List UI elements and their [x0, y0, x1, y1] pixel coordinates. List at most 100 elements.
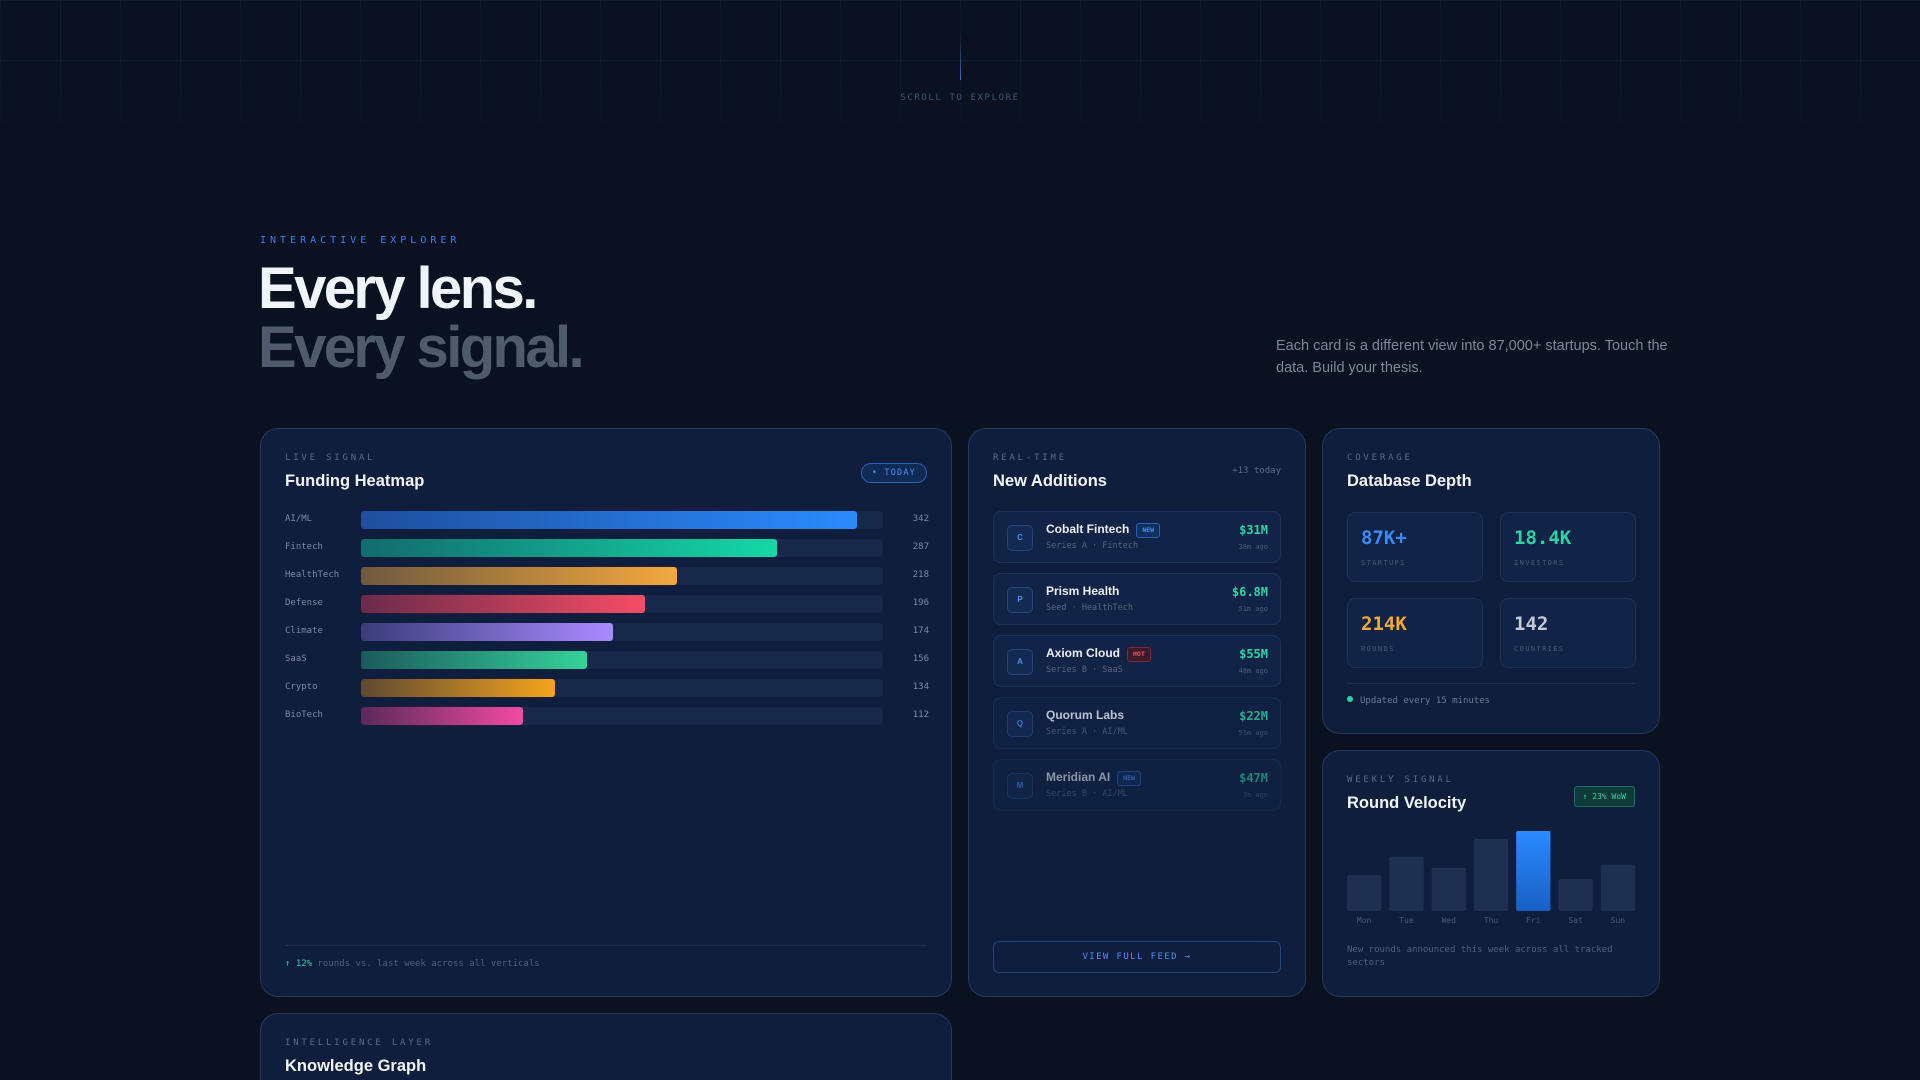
company-name: Quorum Labs	[1046, 708, 1124, 722]
feed-item[interactable]: Q Quorum Labs Series A · AI/ML $22M 51m ago	[993, 697, 1281, 749]
heatmap-row[interactable]: Fintech 287	[285, 539, 929, 557]
heatmap-track	[361, 651, 883, 669]
heatmap-bar	[361, 567, 678, 585]
heatmap-bar	[361, 595, 646, 613]
stat-label: INVESTORS	[1514, 559, 1565, 567]
sector-count: 112	[912, 710, 929, 720]
sector-count: 174	[912, 626, 929, 636]
stat-value: 214K	[1361, 613, 1407, 635]
company-name: Axiom Cloud HOT	[1046, 646, 1151, 662]
sector-count: 196	[912, 598, 929, 608]
status-badge: HOT	[1127, 647, 1151, 662]
company-name-text: Meridian AI	[1046, 770, 1111, 784]
heatmap-row[interactable]: SaaS 156	[285, 651, 929, 669]
sector-label: BioTech	[285, 710, 323, 720]
bar-mon[interactable]	[1347, 875, 1382, 911]
heatmap-track	[361, 511, 883, 529]
company-name: Prism Health	[1046, 584, 1119, 598]
round-info: Seed · HealthTech	[1046, 603, 1133, 613]
scroll-indicator-line	[960, 36, 961, 80]
scroll-hint: SCROLL TO EXPLORE	[900, 93, 1020, 103]
heatmap-row[interactable]: BioTech 112	[285, 707, 929, 725]
round-info: Series A · Fintech	[1046, 541, 1139, 551]
status-dot-icon	[1347, 696, 1353, 702]
intro-text: Each card is a different view into 87,00…	[1276, 338, 1668, 376]
round-amount: $55M	[1239, 647, 1268, 661]
heatmap-row[interactable]: Climate 174	[285, 623, 929, 641]
heatmap-track	[361, 623, 883, 641]
status-text: Updated every 15 minutes	[1360, 696, 1491, 706]
company-avatar: P	[1007, 587, 1033, 613]
feed-item[interactable]: A Axiom Cloud HOT Series B · SaaS $55M 48m ag…	[993, 635, 1281, 687]
today-badge[interactable]: • TODAY	[860, 463, 927, 483]
timestamp: 51m ago	[1238, 729, 1268, 737]
day-label: Sun	[1611, 916, 1626, 925]
day-label: Tue	[1399, 916, 1414, 925]
stat-label: COUNTRIES	[1514, 645, 1565, 653]
company-avatar: A	[1007, 649, 1033, 675]
timestamp: 3h ago	[1242, 791, 1268, 799]
card-eyebrow: REAL-TIME	[993, 453, 1067, 463]
heatmap-row[interactable]: AI/ML 342	[285, 511, 929, 529]
stat-rounds[interactable]: 214K ROUNDS	[1347, 598, 1483, 668]
card-eyebrow: COVERAGE	[1347, 453, 1413, 463]
funding-heatmap-card[interactable]: LIVE SIGNAL Funding Heatmap • TODAY AI/M…	[260, 428, 952, 997]
bar-sat[interactable]	[1558, 879, 1593, 911]
heatmap-row[interactable]: Crypto 134	[285, 679, 929, 697]
day-label: Sat	[1568, 916, 1583, 925]
day-label: Mon	[1357, 916, 1372, 925]
today-count: +13 today	[1232, 466, 1281, 476]
status-badge: NEW	[1136, 523, 1161, 538]
card-eyebrow: INTELLIGENCE LAYER	[285, 1038, 433, 1048]
knowledge-graph-card[interactable]: INTELLIGENCE LAYER Knowledge Graph	[260, 1013, 952, 1080]
stat-value: 18.4K	[1514, 527, 1572, 549]
card-eyebrow: WEEKLY SIGNAL	[1347, 775, 1454, 785]
footer-text: rounds vs. last week across all vertical…	[312, 959, 540, 969]
bar-sun[interactable]	[1600, 864, 1635, 911]
round-velocity-card: WEEKLY SIGNAL Round Velocity ↑ 23% WoW M…	[1322, 750, 1660, 997]
timestamp: 51m ago	[1238, 605, 1268, 613]
company-name-text: Prism Health	[1046, 584, 1120, 598]
sector-label: Climate	[285, 626, 323, 636]
feed-item[interactable]: P Prism Health Seed · HealthTech $6.8M 51m a…	[993, 573, 1281, 625]
heatmap-track	[361, 567, 883, 585]
sector-count: 156	[912, 654, 929, 664]
view-full-feed-button[interactable]: VIEW FULL FEED →	[993, 941, 1281, 973]
round-amount: $22M	[1239, 709, 1268, 723]
database-depth-card: COVERAGE Database Depth 87K+ STARTUPS 18…	[1322, 428, 1660, 734]
heatmap-bar	[361, 511, 857, 529]
sector-label: SaaS	[285, 654, 307, 664]
card-title: Database Depth	[1347, 472, 1472, 490]
heatmap-bar	[361, 707, 524, 725]
stat-value: 87K+	[1361, 527, 1407, 549]
stat-countries[interactable]: 142 COUNTRIES	[1500, 598, 1636, 668]
company-name: Cobalt Fintech NEW	[1046, 522, 1161, 538]
heatmap-bar	[361, 679, 556, 697]
card-title: New Additions	[993, 472, 1107, 490]
bar-thu[interactable]	[1473, 839, 1509, 911]
update-status: Updated every 15 minutes	[1347, 696, 1490, 706]
round-info: Series B · SaaS	[1046, 665, 1123, 675]
headline-line-1: Every lens.	[258, 256, 538, 321]
bar-fri[interactable]	[1516, 831, 1551, 911]
feed-item[interactable]: C Cobalt Fintech NEW Series A · Fintech $31M…	[993, 511, 1281, 563]
heatmap-row[interactable]: HealthTech 218	[285, 567, 929, 585]
headline-line-2: Every signal.	[258, 315, 585, 380]
stat-startups[interactable]: 87K+ STARTUPS	[1347, 512, 1483, 582]
sector-count: 134	[912, 682, 929, 692]
heatmap-bar	[361, 651, 588, 669]
heatmap-track	[361, 539, 883, 557]
stat-investors[interactable]: 18.4K INVESTORS	[1500, 512, 1636, 582]
company-name: Meridian AI NEW	[1046, 770, 1141, 786]
bar-tue[interactable]	[1389, 856, 1424, 911]
divider	[285, 945, 927, 946]
footer-change: ↑ 12%	[285, 959, 313, 969]
feed-item[interactable]: M Meridian AI NEW Series B · AI/ML $47M 3h ag…	[993, 759, 1281, 811]
round-velocity-chart: Mon Tue Wed Thu Fri Sat Sun	[1347, 831, 1635, 925]
day-label: Fri	[1526, 916, 1541, 925]
timestamp: 38m ago	[1238, 543, 1268, 551]
bar-wed[interactable]	[1431, 867, 1466, 911]
sector-label: Fintech	[285, 542, 323, 552]
company-avatar: M	[1007, 773, 1033, 799]
heatmap-row[interactable]: Defense 196	[285, 595, 929, 613]
